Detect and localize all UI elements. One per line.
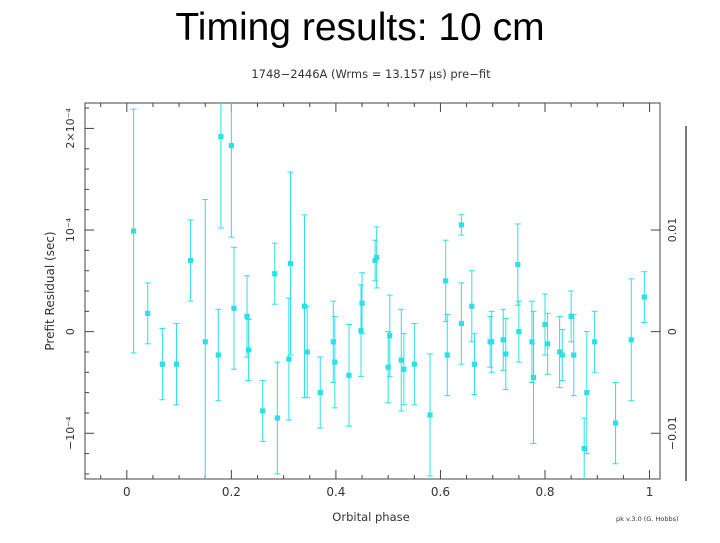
data-point bbox=[581, 445, 587, 452]
software-credit: pk v.3.0 (G. Hobbs) bbox=[616, 515, 679, 523]
data-point bbox=[458, 222, 464, 228]
x-axis-label: Orbital phase bbox=[332, 510, 409, 524]
data-point bbox=[592, 339, 598, 345]
data-point bbox=[244, 313, 250, 320]
data-points bbox=[131, 133, 647, 452]
data-point bbox=[489, 339, 495, 345]
data-point bbox=[503, 351, 509, 357]
data-point bbox=[411, 361, 417, 367]
data-point bbox=[516, 329, 522, 335]
data-point bbox=[398, 357, 404, 363]
data-point bbox=[387, 333, 393, 339]
data-point bbox=[287, 260, 294, 267]
right-tick-label: 0.01 bbox=[666, 218, 679, 243]
data-point bbox=[246, 347, 252, 353]
data-point bbox=[346, 372, 352, 378]
data-point bbox=[228, 143, 234, 149]
data-point bbox=[358, 328, 364, 334]
data-point bbox=[131, 228, 137, 234]
data-point bbox=[374, 254, 380, 261]
x-tick-labels: 0 0.2 0.4 0.6 0.8 1 bbox=[123, 485, 653, 499]
data-point bbox=[372, 257, 378, 264]
data-point bbox=[317, 390, 323, 396]
slide-title: Timing results: 10 cm bbox=[175, 6, 545, 49]
data-point bbox=[401, 366, 407, 372]
data-point bbox=[515, 261, 521, 268]
data-point bbox=[529, 339, 535, 345]
data-point bbox=[218, 133, 224, 140]
x-tick-label: 0.4 bbox=[326, 485, 345, 499]
x-tick-label: 0.2 bbox=[222, 485, 241, 499]
data-point bbox=[286, 356, 292, 362]
data-point bbox=[458, 320, 464, 327]
data-point bbox=[301, 303, 308, 309]
data-point bbox=[272, 271, 278, 277]
x-tick-label: 0.6 bbox=[431, 485, 450, 499]
data-point bbox=[202, 339, 208, 345]
y-tick-label: 10⁻⁴ bbox=[64, 217, 77, 242]
data-point bbox=[187, 257, 194, 264]
y-tick-labels: −10⁻⁴ 0 10⁻⁴ 2×10⁻⁴ bbox=[64, 108, 77, 450]
data-point bbox=[330, 339, 336, 345]
data-point bbox=[559, 352, 565, 358]
data-point bbox=[628, 337, 634, 343]
data-point bbox=[500, 337, 506, 343]
data-point bbox=[545, 341, 551, 347]
plot-background bbox=[36, 58, 691, 538]
data-point bbox=[471, 361, 478, 367]
data-point bbox=[215, 352, 221, 358]
data-point bbox=[542, 321, 548, 328]
x-tick-label: 1 bbox=[646, 485, 654, 499]
data-point bbox=[641, 294, 647, 300]
data-point bbox=[385, 364, 391, 370]
data-point bbox=[260, 408, 266, 414]
right-tick-label: −0.01 bbox=[666, 416, 679, 450]
data-point bbox=[231, 305, 237, 311]
y-tick-label: 2×10⁻⁴ bbox=[64, 108, 77, 149]
data-point bbox=[145, 310, 151, 316]
data-point bbox=[359, 300, 365, 306]
data-point bbox=[159, 361, 165, 367]
data-point bbox=[427, 412, 433, 418]
data-point bbox=[173, 361, 180, 367]
data-point bbox=[443, 278, 449, 284]
data-point bbox=[557, 349, 563, 355]
data-point bbox=[568, 313, 574, 320]
data-point bbox=[584, 390, 590, 396]
y-tick-label: 0 bbox=[64, 328, 77, 335]
data-point bbox=[274, 415, 280, 421]
data-point bbox=[469, 303, 475, 309]
right-axis-tick-labels: −0.01 0 0.01 bbox=[666, 218, 679, 450]
data-point bbox=[612, 420, 619, 426]
data-point bbox=[332, 359, 338, 365]
x-tick-label: 0 bbox=[123, 485, 131, 499]
plot-header: 1748−2446A (Wrms = 13.157 μs) pre−fit bbox=[251, 67, 491, 81]
y-axis-label: Prefit Residual (sec) bbox=[43, 231, 57, 350]
data-point bbox=[304, 349, 310, 355]
data-point bbox=[530, 374, 537, 380]
right-tick-label: 0 bbox=[666, 328, 679, 335]
x-tick-label: 0.8 bbox=[535, 485, 554, 499]
data-point bbox=[571, 352, 577, 358]
y-tick-label: −10⁻⁴ bbox=[64, 416, 77, 450]
data-point bbox=[444, 352, 450, 358]
